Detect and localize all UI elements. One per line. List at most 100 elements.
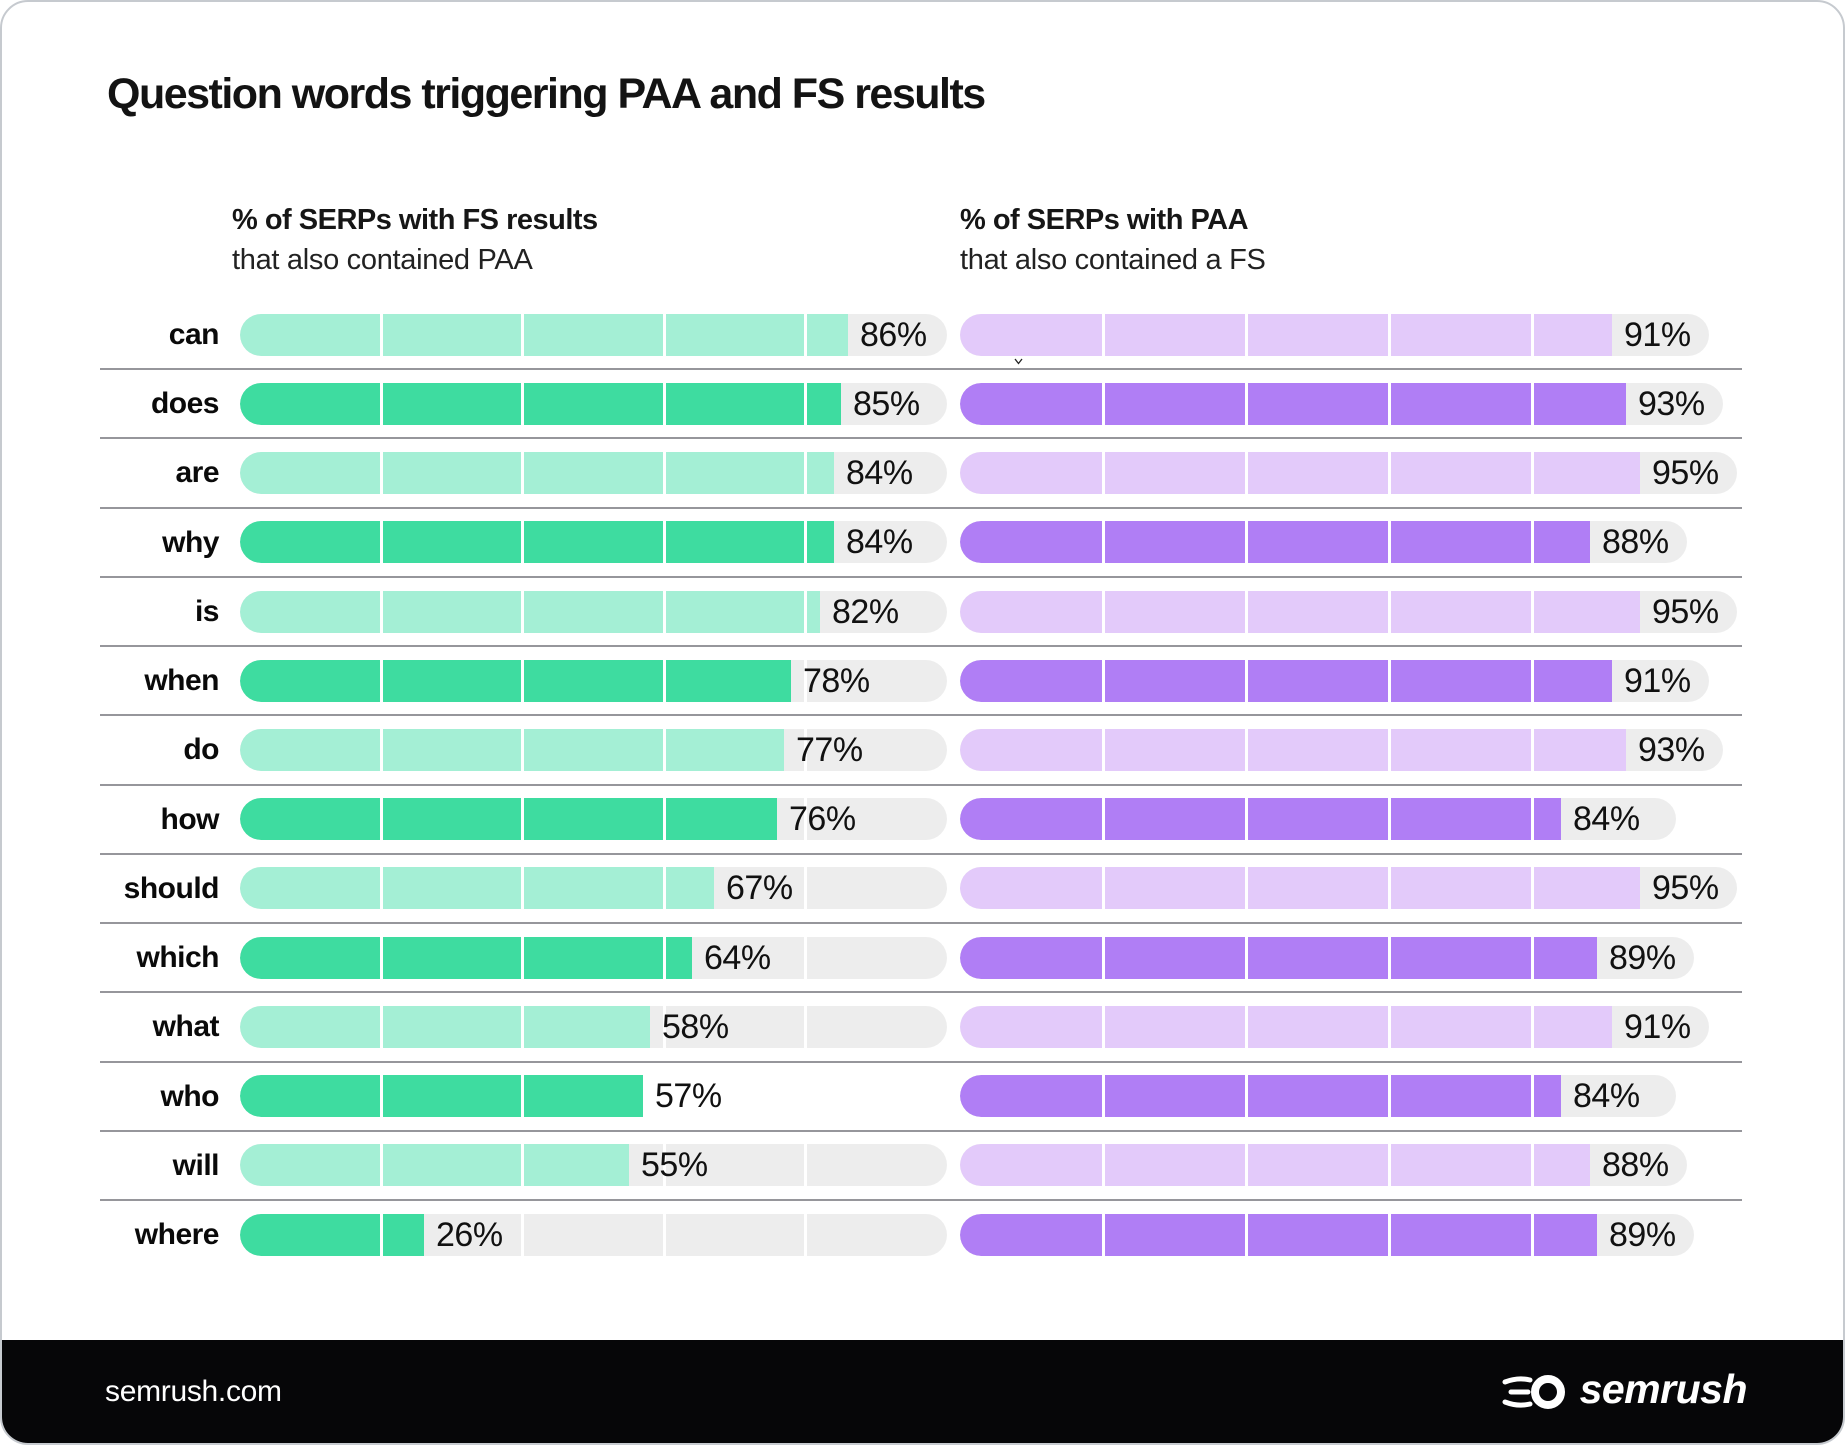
segment-divider xyxy=(804,659,807,702)
bar-track-pill xyxy=(960,521,1687,564)
segment-divider xyxy=(1388,313,1391,356)
bar-fill xyxy=(960,1005,1612,1048)
chart-row: can 86% 91% xyxy=(100,300,1742,369)
right-column-header: % of SERPs with PAA that also contained … xyxy=(960,200,1266,280)
bar-track-pill xyxy=(960,590,1737,633)
bar-value-label: 84% xyxy=(1573,1077,1640,1116)
category-label: are xyxy=(175,456,219,490)
category-label: does xyxy=(150,387,220,421)
left-bar-track: 78% xyxy=(240,659,947,702)
bar-fill xyxy=(240,590,820,633)
category-label: what xyxy=(152,1010,220,1044)
bar-value-label: 84% xyxy=(846,454,913,493)
segment-divider xyxy=(663,867,666,910)
segment-divider xyxy=(663,936,666,979)
segment-divider xyxy=(1102,452,1105,495)
bar-fill xyxy=(960,590,1640,633)
segment-divider xyxy=(804,452,807,495)
segment-divider xyxy=(1388,382,1391,425)
segment-divider xyxy=(380,659,383,702)
left-bar-track: 77% xyxy=(240,728,947,771)
bar-fill xyxy=(240,1075,643,1118)
segment-divider xyxy=(521,728,524,771)
segment-divider xyxy=(804,867,807,910)
segment-divider xyxy=(521,1005,524,1048)
bar-fill xyxy=(960,1144,1590,1187)
chart-row: which 64% 89% xyxy=(100,923,1742,992)
segment-divider xyxy=(521,1213,524,1256)
bar-value-label: 95% xyxy=(1652,592,1719,631)
segment-divider xyxy=(1102,659,1105,702)
page-title: Question words triggering PAA and FS res… xyxy=(107,70,986,118)
segment-divider xyxy=(1388,452,1391,495)
segment-divider xyxy=(1531,728,1534,771)
segment-divider xyxy=(521,382,524,425)
semrush-flame-icon xyxy=(1502,1374,1565,1409)
bar-fill xyxy=(960,659,1612,702)
segment-divider xyxy=(804,728,807,771)
bar-fill xyxy=(240,728,784,771)
left-bar-track: 85% xyxy=(240,382,947,425)
row-separator xyxy=(100,991,1742,994)
right-bar-track: 93% xyxy=(960,382,1723,425)
segment-divider xyxy=(804,521,807,564)
left-column-header: % of SERPs with FS results that also con… xyxy=(232,200,598,280)
segment-divider xyxy=(1388,1005,1391,1048)
segment-divider xyxy=(380,867,383,910)
segment-divider xyxy=(1531,1213,1534,1256)
segment-divider xyxy=(1531,521,1534,564)
category-label: can xyxy=(168,318,220,351)
segment-divider xyxy=(1388,659,1391,702)
segment-divider xyxy=(1102,728,1105,771)
segment-divider xyxy=(380,728,383,771)
bar-track-pill xyxy=(960,659,1709,702)
bar-fill xyxy=(240,1213,424,1256)
bar-value-label: 89% xyxy=(1609,1215,1676,1254)
bar-track-pill xyxy=(240,728,947,771)
bar-value-label: 84% xyxy=(846,523,913,562)
bar-track-pill xyxy=(960,313,1709,356)
segment-divider xyxy=(1102,521,1105,564)
segment-divider xyxy=(663,452,666,495)
bar-track-pill xyxy=(240,798,947,841)
segment-divider xyxy=(1245,1075,1248,1118)
right-bar-track: 91% xyxy=(960,1005,1709,1048)
bar-fill xyxy=(960,1213,1597,1256)
segment-divider xyxy=(1245,452,1248,495)
bar-track-pill xyxy=(960,867,1737,910)
segment-divider xyxy=(1102,1075,1105,1118)
bar-fill xyxy=(240,798,777,841)
left-bar-track: 84% xyxy=(240,452,947,495)
chart-row: should 67% 95% xyxy=(100,854,1742,923)
segment-divider xyxy=(1245,313,1248,356)
bar-fill xyxy=(960,313,1612,356)
bar-track-pill xyxy=(240,936,947,979)
segment-divider xyxy=(1245,659,1248,702)
segment-divider xyxy=(1245,936,1248,979)
bar-track-pill xyxy=(960,382,1723,425)
segment-divider xyxy=(804,382,807,425)
segment-divider xyxy=(1388,590,1391,633)
segment-divider xyxy=(1102,590,1105,633)
segment-divider xyxy=(521,936,524,979)
bar-value-label: 85% xyxy=(853,384,920,423)
footer-site-text: semrush.com xyxy=(105,1374,282,1408)
bar-track-pill xyxy=(240,1144,947,1187)
segment-divider xyxy=(380,1213,383,1256)
bar-track-pill xyxy=(960,1144,1687,1187)
left-column-title: % of SERPs with FS results xyxy=(232,204,598,236)
segment-divider xyxy=(380,1144,383,1187)
left-bar-track: 57% xyxy=(240,1075,947,1118)
bar-value-label: 91% xyxy=(1624,315,1691,354)
row-separator xyxy=(100,368,1742,371)
segment-divider xyxy=(1531,313,1534,356)
chart-row: how 76% 84% xyxy=(100,785,1742,854)
segment-divider xyxy=(1245,1144,1248,1187)
semrush-wordmark: semrush xyxy=(1579,1366,1748,1412)
row-separator xyxy=(100,1060,1742,1063)
row-separator xyxy=(100,783,1742,786)
bar-fill xyxy=(960,728,1626,771)
segment-divider xyxy=(521,590,524,633)
bar-fill xyxy=(240,936,692,979)
